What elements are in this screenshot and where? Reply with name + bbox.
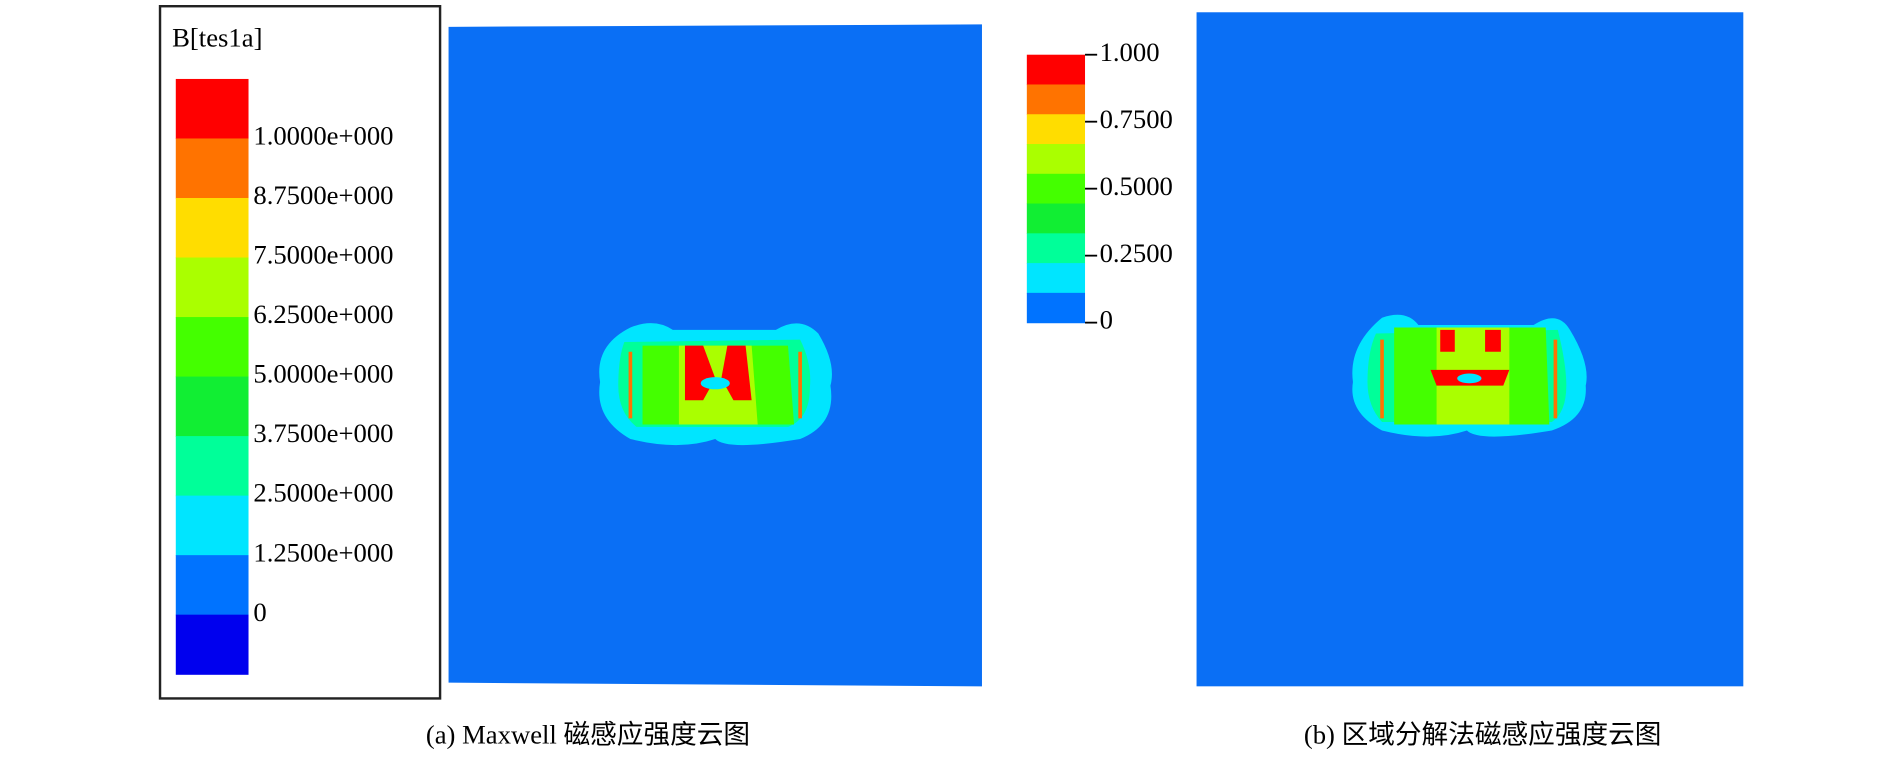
- color-swatch: [175, 138, 249, 199]
- legend-label: 0: [253, 597, 266, 627]
- color-swatch: [175, 614, 249, 675]
- color-swatch: [1026, 84, 1086, 115]
- field-plot-a: [448, 24, 982, 687]
- color-swatch: [175, 376, 249, 437]
- color-swatch: [175, 78, 249, 140]
- legend-label: 7.5000e+000: [253, 240, 393, 270]
- color-swatch: [1026, 233, 1086, 264]
- colorbar-label: 0: [1100, 305, 1113, 335]
- color-swatch: [175, 555, 249, 616]
- legend-label: 2.5000e+000: [253, 478, 393, 508]
- colorbar-a: 1.0000e+000 8.7500e+000 7.5000e+000 6.2500e…: [175, 78, 394, 675]
- colorbar-label: 0.2500: [1100, 238, 1173, 268]
- legend-title: B[tes1a]: [172, 22, 262, 52]
- caption-a: (a) Maxwell 磁感应强度云图: [426, 719, 750, 749]
- color-swatch: [175, 198, 249, 259]
- legend-label: 6.2500e+000: [253, 299, 393, 329]
- legend-label: 1.2500e+000: [253, 537, 393, 567]
- color-swatch: [1026, 144, 1086, 175]
- legend-label: 3.7500e+000: [253, 418, 393, 448]
- colorbar-label: 0.7500: [1100, 104, 1173, 134]
- color-swatch: [1026, 292, 1086, 324]
- color-swatch: [1026, 54, 1086, 86]
- legend-label: 1.0000e+000: [253, 121, 393, 151]
- color-swatch: [1026, 173, 1086, 205]
- colorbar-b: 1.000 0.7500 0.5000 0.2500 0: [1026, 37, 1173, 335]
- colorbar-label: 0.5000: [1100, 171, 1173, 201]
- color-swatch: [175, 436, 249, 497]
- color-swatch: [1026, 114, 1086, 145]
- colorbar-label: 1.000: [1100, 37, 1160, 67]
- color-swatch: [175, 317, 249, 378]
- caption-b: (b) 区域分解法磁感应强度云图: [1304, 719, 1662, 749]
- legend-label: 5.0000e+000: [253, 359, 393, 389]
- legend-label: 8.7500e+000: [253, 180, 393, 210]
- color-swatch: [1026, 263, 1086, 294]
- field-plot-b: [1196, 12, 1744, 687]
- color-swatch: [175, 257, 249, 318]
- color-swatch: [175, 495, 249, 556]
- color-swatch: [1026, 203, 1086, 234]
